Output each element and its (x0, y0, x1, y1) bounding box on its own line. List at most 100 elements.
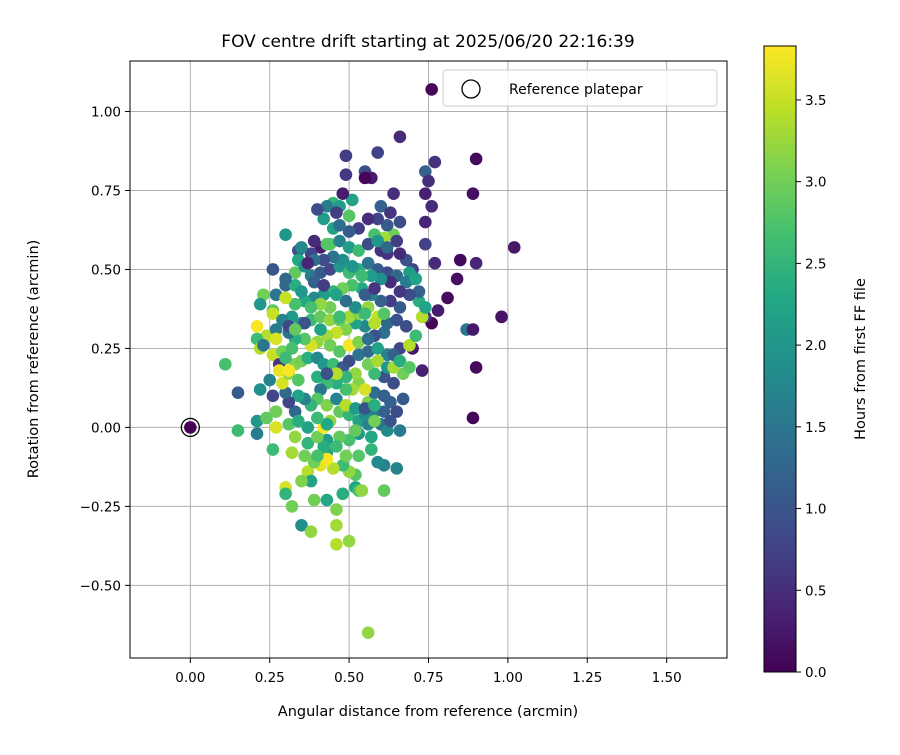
data-point (469, 152, 483, 166)
data-point (358, 320, 372, 333)
x-tick-label: 1.25 (572, 670, 602, 686)
data-point (288, 430, 302, 444)
colorbar-tick-label: 0.0 (805, 665, 826, 681)
colorbar-tick-label: 0.5 (805, 583, 826, 599)
data-point (345, 278, 359, 292)
data-point (428, 155, 442, 169)
data-point (266, 443, 280, 456)
data-point (495, 310, 508, 324)
data-point (253, 297, 267, 311)
data-point (361, 237, 375, 251)
data-point (349, 424, 362, 437)
data-point (320, 452, 334, 466)
data-point (342, 433, 356, 447)
data-point (292, 373, 305, 387)
data-point (330, 376, 343, 390)
data-point (365, 269, 378, 283)
data-point (377, 484, 391, 497)
data-point (336, 253, 350, 267)
data-point (393, 247, 407, 260)
data-point (288, 323, 302, 336)
data-point (342, 534, 356, 548)
data-point (250, 427, 264, 441)
data-point (377, 307, 391, 321)
data-point (393, 354, 407, 368)
data-point (384, 206, 397, 219)
colorbar-tick-label: 1.0 (805, 502, 826, 518)
data-point (507, 241, 521, 254)
legend-reference-marker (461, 79, 481, 99)
data-point (323, 237, 337, 251)
data-point (399, 320, 413, 333)
data-point (330, 440, 343, 453)
data-point (272, 364, 286, 377)
data-point (431, 304, 445, 317)
data-point (393, 130, 407, 144)
data-point (266, 307, 280, 321)
colorbar-tick-label: 1.5 (805, 420, 826, 436)
data-point (298, 332, 311, 346)
data-point (441, 291, 454, 305)
legend-box (442, 69, 718, 107)
data-point (380, 241, 394, 254)
data-point (361, 626, 375, 640)
data-point (380, 316, 394, 330)
data-point (285, 500, 299, 513)
data-point (311, 203, 324, 216)
data-point (257, 288, 270, 302)
data-point (365, 443, 378, 456)
data-point (339, 399, 353, 412)
colorbar-tick-label: 3.0 (805, 175, 826, 191)
data-point (358, 383, 372, 396)
data-point (403, 288, 416, 302)
x-axis-label: Angular distance from reference (arcmin) (278, 704, 578, 720)
data-point (285, 342, 299, 355)
data-point (330, 367, 343, 381)
data-point (326, 250, 340, 264)
data-point (352, 244, 365, 257)
data-point (301, 256, 315, 270)
data-point (330, 326, 343, 339)
data-point (371, 455, 384, 469)
data-point (269, 323, 283, 336)
data-point (301, 465, 315, 478)
data-point (250, 320, 264, 333)
data-point (393, 285, 407, 298)
data-point (419, 215, 432, 229)
data-point (323, 338, 337, 352)
data-point (279, 386, 292, 399)
y-tick-label: 0.25 (91, 341, 121, 357)
data-point (368, 399, 381, 412)
data-point (339, 149, 353, 163)
data-point (352, 222, 365, 235)
data-point (361, 345, 375, 358)
data-point (403, 338, 416, 352)
data-point (317, 357, 331, 371)
data-point (260, 329, 273, 343)
data-point (469, 361, 483, 374)
data-point (342, 209, 356, 223)
data-point (466, 411, 480, 425)
data-point (276, 376, 289, 390)
data-point (279, 351, 292, 365)
data-point (355, 269, 369, 283)
data-point (390, 313, 404, 327)
data-point (450, 272, 464, 286)
data-point (393, 424, 407, 437)
data-point (466, 323, 480, 336)
data-point (282, 395, 296, 409)
data-point (330, 288, 343, 302)
data-point (323, 263, 337, 276)
y-tick-label: 0.50 (91, 262, 121, 278)
data-point (250, 414, 264, 428)
data-point (412, 285, 426, 298)
data-point (304, 525, 318, 538)
data-point (409, 329, 423, 343)
data-point (333, 234, 346, 248)
data-point (368, 386, 381, 399)
data-point (314, 323, 327, 336)
data-point (377, 405, 391, 418)
colorbar: 0.0 0.5 1.0 1.5 2.0 2.5 3.0 3.5 Hours from firs… (763, 45, 869, 681)
